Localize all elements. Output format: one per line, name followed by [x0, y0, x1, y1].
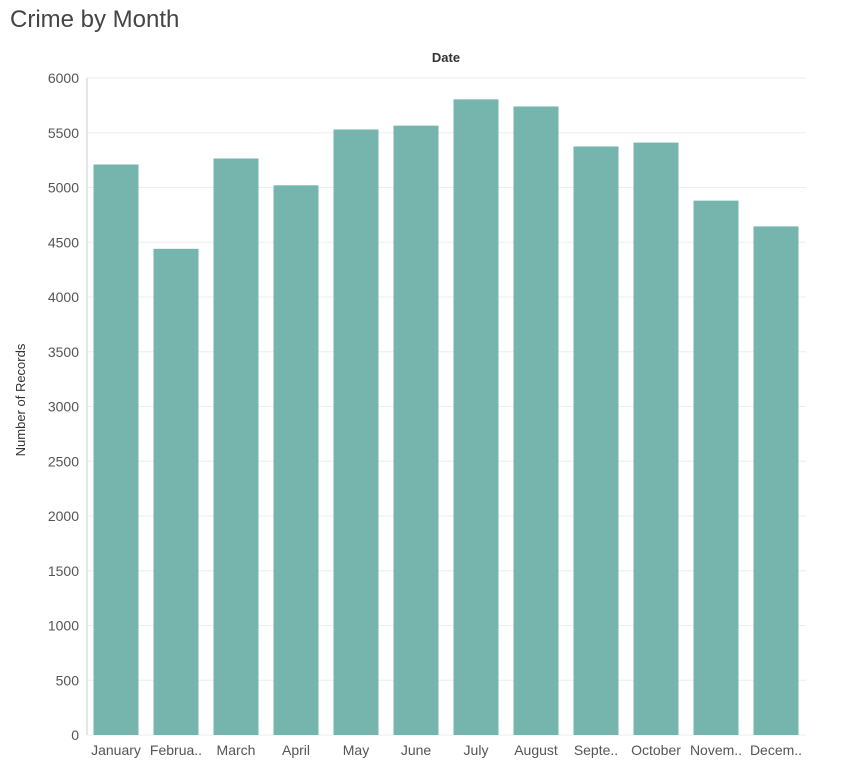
y-tick-label: 2500 — [48, 453, 79, 469]
bar-1[interactable] — [153, 248, 199, 735]
y-tick-label: 6000 — [48, 70, 79, 86]
y-tick-label: 1000 — [48, 618, 79, 634]
x-tick-label: Februa.. — [150, 742, 202, 758]
x-tick-label: Decem.. — [750, 742, 802, 758]
bar-11[interactable] — [753, 226, 799, 735]
y-tick-label: 500 — [56, 672, 80, 688]
y-tick-label: 4000 — [48, 289, 79, 305]
y-tick-label: 3000 — [48, 399, 79, 415]
x-tick-layer: January Februa.. March April May June July Augu… — [91, 742, 802, 758]
y-tick-label: 5500 — [48, 125, 79, 141]
y-axis-title: Number of Records — [13, 343, 28, 456]
bar-layer — [93, 99, 799, 736]
bar-6[interactable] — [453, 99, 499, 736]
y-tick-label: 3500 — [48, 344, 79, 360]
y-tick-label: 0 — [71, 727, 79, 743]
y-tick-layer: 0 500 1000 1500 2000 2500 3000 3500 4000 4500 5000… — [48, 70, 79, 743]
bar-4[interactable] — [333, 129, 379, 736]
x-tick-label: May — [343, 742, 369, 758]
x-tick-label: January — [91, 742, 141, 758]
chart-title: Crime by Month — [10, 6, 180, 33]
grid-layer — [86, 77, 806, 736]
x-tick-label: Novem.. — [690, 742, 742, 758]
y-tick-label: 4500 — [48, 234, 79, 250]
x-tick-label: June — [401, 742, 432, 758]
x-tick-label: August — [514, 742, 558, 758]
bar-5[interactable] — [393, 125, 439, 735]
bar-8[interactable] — [573, 146, 619, 735]
bar-0[interactable] — [93, 164, 139, 735]
x-tick-label: April — [282, 742, 310, 758]
bar-9[interactable] — [633, 142, 679, 736]
bar-2[interactable] — [213, 158, 259, 736]
column-header: Date — [432, 50, 460, 65]
bar-3[interactable] — [273, 185, 319, 735]
bar-10[interactable] — [693, 200, 739, 735]
y-tick-label: 2000 — [48, 508, 79, 524]
bar-7[interactable] — [513, 106, 559, 736]
x-tick-label: July — [464, 742, 489, 758]
y-tick-label: 1500 — [48, 563, 79, 579]
x-tick-label: March — [217, 742, 256, 758]
y-tick-label: 5000 — [48, 180, 79, 196]
x-tick-label: October — [631, 742, 681, 758]
x-tick-label: Septe.. — [574, 742, 618, 758]
